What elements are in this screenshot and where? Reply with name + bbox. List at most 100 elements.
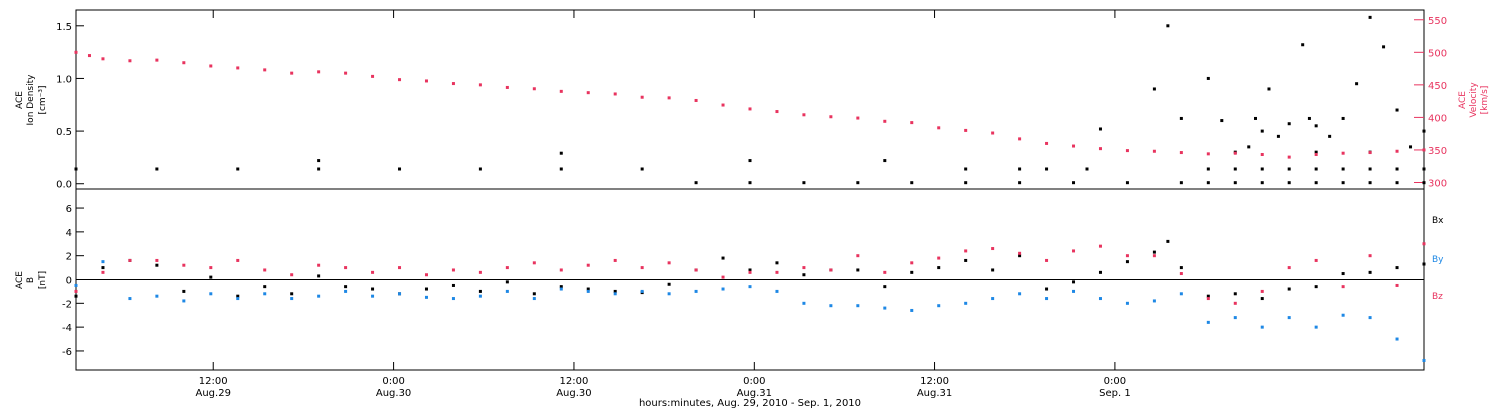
bx-point-22 (667, 282, 671, 286)
bx-point-13 (424, 287, 428, 291)
density-point-0 (74, 167, 78, 171)
density-point-61 (1341, 116, 1345, 120)
velocity-point-13 (398, 78, 402, 82)
by-point-36 (1045, 297, 1049, 301)
by-point-13 (424, 295, 428, 299)
density-point-27 (1206, 181, 1210, 185)
by-point-15 (478, 294, 482, 298)
density-point-66 (1422, 129, 1426, 133)
velocity-point-21 (613, 92, 617, 96)
velocity-point-32 (910, 121, 914, 125)
density-point-7 (640, 167, 644, 171)
bottom-tick-label-0: -6 (62, 347, 72, 358)
top-right-tick-label-0: 300 (1428, 178, 1447, 189)
velocity-point-23 (667, 96, 671, 100)
density-point-6 (559, 167, 563, 171)
bz-point-35 (1018, 251, 1022, 255)
density-point-35 (1422, 181, 1426, 185)
top-right-ylabel-line-2: Velocity (1469, 82, 1479, 118)
bottom-tick-label-6: 6 (66, 204, 72, 215)
by-point-40 (1152, 299, 1156, 303)
density-point-40 (964, 167, 968, 171)
bottom-tick-label-3: 0 (66, 276, 72, 287)
density-point-13 (964, 181, 968, 185)
bz-point-39 (1125, 254, 1129, 258)
velocity-point-38 (1072, 144, 1076, 148)
bz-point-38 (1098, 244, 1102, 248)
bottom-tick-label-4: 2 (66, 252, 72, 263)
top-panel-marks (74, 15, 1426, 185)
density-point-23 (1341, 167, 1345, 171)
density-point-45 (1152, 87, 1156, 91)
bx-point-49 (1368, 270, 1372, 274)
bz-point-29 (856, 254, 860, 258)
bx-point-6 (236, 294, 240, 298)
by-point-6 (236, 297, 240, 301)
density-point-54 (1267, 87, 1271, 91)
top-right-axis: 300 350 400 450 500 550 (1414, 16, 1447, 189)
velocity-point-9 (290, 71, 294, 75)
density-point-65 (1395, 108, 1399, 112)
bx-point-35 (1018, 254, 1022, 258)
velocity-point-41 (1152, 149, 1156, 153)
bx-point-31 (910, 270, 914, 274)
bx-point-25 (748, 268, 752, 272)
bz-point-12 (398, 266, 402, 270)
bottom-tick-label-1: -4 (62, 323, 72, 334)
density-point-18 (1206, 167, 1210, 171)
by-point-10 (344, 289, 348, 293)
bx-point-5 (209, 275, 213, 279)
by-point-49 (1395, 337, 1399, 341)
velocity-point-27 (775, 110, 779, 114)
by-point-41 (1179, 292, 1183, 296)
velocity-point-51 (1422, 148, 1426, 152)
x-axis-title: hours:minutes, Aug. 29, 2010 - Sep. 1, 2… (639, 398, 861, 409)
velocity-point-1 (87, 54, 91, 58)
density-point-69 (1409, 145, 1413, 149)
velocity-point-40 (1125, 149, 1129, 153)
velocity-point-7 (236, 66, 240, 70)
by-point-11 (371, 294, 375, 298)
bottom-left-axis: -6 -4 -2 0 2 4 6 (62, 204, 1424, 358)
velocity-point-49 (1368, 151, 1372, 155)
by-point-0 (74, 283, 78, 287)
bz-point-31 (910, 261, 914, 265)
density-point-58 (1307, 116, 1311, 120)
top-left-ylabel-line-3: [cm⁻³] (38, 85, 48, 114)
velocity-point-16 (478, 83, 482, 87)
bx-point-27 (802, 273, 806, 277)
bz-point-15 (478, 270, 482, 274)
bz-point-3 (155, 258, 159, 262)
by-point-29 (856, 304, 860, 308)
density-point-46 (1166, 24, 1170, 28)
bz-point-24 (721, 275, 725, 279)
bz-point-36 (1045, 258, 1049, 262)
bz-point-1 (101, 270, 105, 274)
by-point-32 (937, 304, 941, 308)
bx-point-34 (991, 268, 995, 272)
density-point-56 (1287, 122, 1291, 126)
velocity-point-11 (344, 71, 348, 75)
velocity-point-6 (209, 64, 213, 68)
x-tick-time-2: 12:00 (560, 376, 589, 387)
top-left-tick-label-1: 0.5 (56, 127, 72, 138)
bz-point-34 (991, 247, 995, 251)
velocity-point-37 (1045, 141, 1049, 145)
velocity-point-34 (964, 128, 968, 132)
bz-point-42 (1206, 297, 1210, 301)
by-point-20 (613, 292, 617, 296)
bx-point-33 (964, 258, 968, 262)
by-point-22 (667, 292, 671, 296)
velocity-point-22 (640, 95, 644, 99)
by-point-43 (1233, 316, 1237, 320)
bz-point-28 (829, 268, 833, 272)
by-point-21 (640, 289, 644, 293)
bottom-tick-label-2: -2 (62, 299, 72, 310)
density-point-39 (883, 159, 887, 163)
bz-point-14 (451, 268, 455, 272)
by-point-34 (991, 297, 995, 301)
top-left-tick-label-2: 1.0 (56, 74, 72, 85)
by-point-47 (1341, 313, 1345, 317)
density-point-19 (1233, 167, 1237, 171)
x-tick-time-1: 0:00 (382, 376, 404, 387)
